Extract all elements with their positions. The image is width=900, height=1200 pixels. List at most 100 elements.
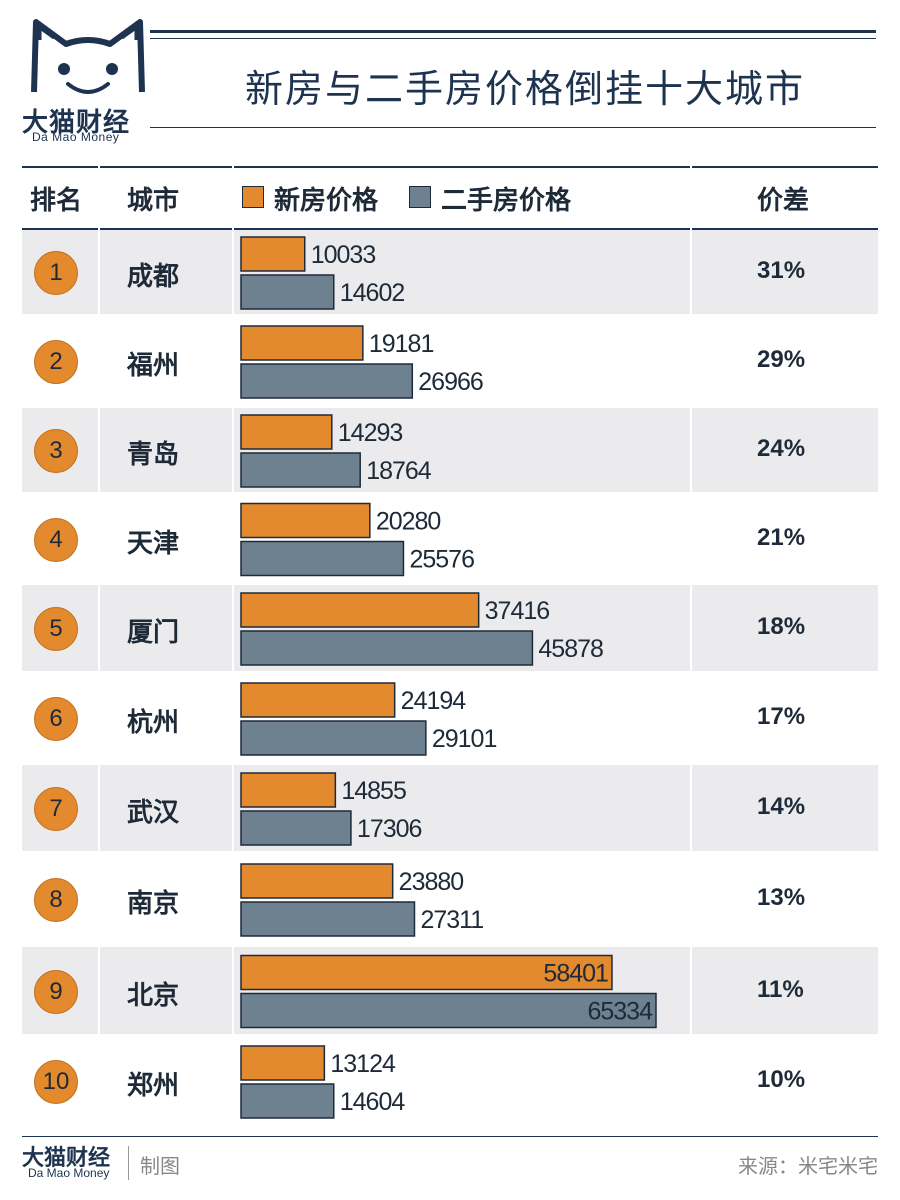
bar-second-price bbox=[240, 363, 414, 399]
city-name: 南京 bbox=[127, 889, 180, 919]
price-diff: 21% bbox=[757, 523, 806, 551]
city-name: 郑州 bbox=[127, 1071, 180, 1101]
column-header-city: 城市 bbox=[127, 186, 180, 216]
bar-value-label: 20280 bbox=[376, 508, 441, 536]
column-divider bbox=[98, 673, 100, 763]
column-divider bbox=[98, 316, 100, 406]
rank-badge: 6 bbox=[34, 697, 78, 741]
logo-text-en: Da Mao Money bbox=[32, 130, 120, 144]
column-divider bbox=[690, 947, 692, 1034]
city-name: 天津 bbox=[127, 528, 180, 559]
city-name: 青岛 bbox=[127, 440, 180, 470]
rank-badge: 2 bbox=[34, 340, 78, 384]
table-row bbox=[22, 408, 878, 492]
city-name: 福州 bbox=[127, 351, 180, 381]
legend-label-second: 二手房价格 bbox=[441, 186, 572, 216]
rank-badge: 1 bbox=[34, 251, 78, 295]
bar-value-label: 27311 bbox=[420, 906, 483, 934]
column-divider bbox=[232, 585, 234, 671]
title-rule-top-thin bbox=[150, 38, 876, 39]
rank-badge: 5 bbox=[34, 607, 78, 651]
page-title: 新房与二手房价格倒挂十大城市 bbox=[244, 67, 805, 111]
city-name: 杭州 bbox=[127, 708, 180, 738]
footer-logo-en: Da Mao Money bbox=[28, 1166, 110, 1180]
footer-source: 来源：米宅米宅 bbox=[738, 1154, 878, 1178]
bar-new-price bbox=[240, 863, 394, 899]
header-rule-top bbox=[22, 166, 878, 168]
bar-new-price bbox=[240, 592, 480, 628]
bar-value-label: 37416 bbox=[485, 597, 550, 625]
column-divider bbox=[690, 585, 692, 671]
table-row bbox=[22, 230, 878, 314]
bar-second-price bbox=[240, 810, 352, 846]
footer-logo-cn: 大猫财经 bbox=[22, 1146, 111, 1171]
column-divider bbox=[98, 853, 100, 945]
column-divider bbox=[232, 230, 234, 314]
column-divider bbox=[690, 494, 692, 583]
bar-value-label: 13124 bbox=[330, 1050, 396, 1078]
bar-new-price bbox=[240, 236, 306, 272]
bar-second-price bbox=[240, 1083, 335, 1119]
bar-value-label: 17306 bbox=[357, 815, 422, 843]
table-row bbox=[22, 765, 878, 851]
column-divider bbox=[98, 585, 100, 671]
column-divider bbox=[690, 853, 692, 945]
header-divider bbox=[690, 166, 692, 230]
bar-value-label: 19181 bbox=[369, 330, 434, 358]
bar-value-label: 26966 bbox=[418, 368, 483, 396]
column-divider bbox=[232, 494, 234, 583]
bar-new-price bbox=[240, 325, 364, 361]
column-divider bbox=[232, 408, 234, 492]
bar-second-price bbox=[240, 901, 416, 937]
city-name: 厦门 bbox=[127, 618, 180, 648]
bar-second-price bbox=[240, 274, 335, 310]
cat-logo-icon bbox=[31, 19, 145, 94]
header-divider bbox=[232, 166, 234, 230]
rank-badge: 3 bbox=[34, 429, 78, 473]
column-divider bbox=[690, 230, 692, 314]
column-divider bbox=[232, 316, 234, 406]
bar-value-label: 14855 bbox=[341, 777, 406, 805]
column-divider bbox=[98, 947, 100, 1034]
bar-value-label: 10033 bbox=[311, 241, 376, 269]
column-header-rank: 排名 bbox=[30, 186, 83, 216]
column-divider bbox=[690, 408, 692, 492]
bar-new-price bbox=[240, 414, 333, 450]
bar-second-price bbox=[240, 720, 427, 756]
column-divider bbox=[232, 765, 234, 851]
bar-value-label: 24194 bbox=[401, 687, 467, 715]
bar-value-label: 65334 bbox=[587, 998, 653, 1026]
bar-second-price bbox=[240, 452, 361, 488]
price-diff: 14% bbox=[757, 793, 806, 820]
legend-swatch-second bbox=[409, 186, 431, 208]
rank-badge: 9 bbox=[34, 969, 78, 1014]
footer-made-label: 制图 bbox=[140, 1154, 180, 1178]
price-diff: 18% bbox=[757, 613, 806, 640]
price-diff: 17% bbox=[757, 703, 806, 730]
header-rule-bottom bbox=[22, 228, 878, 230]
column-header-diff: 价差 bbox=[757, 186, 810, 216]
title-rule-bottom bbox=[150, 127, 876, 128]
legend-swatch-new bbox=[242, 186, 264, 208]
column-divider bbox=[98, 408, 100, 492]
column-divider bbox=[690, 316, 692, 406]
bar-value-label: 18764 bbox=[366, 457, 432, 485]
bar-new-price bbox=[240, 502, 371, 539]
price-diff: 31% bbox=[757, 257, 806, 284]
bar-value-label: 14604 bbox=[340, 1088, 406, 1116]
rank-badge: 4 bbox=[34, 517, 78, 562]
column-divider bbox=[98, 765, 100, 851]
bar-second-price bbox=[240, 540, 405, 577]
rank-badge: 10 bbox=[34, 1060, 78, 1104]
rank-badge: 7 bbox=[34, 787, 78, 831]
price-diff: 11% bbox=[757, 975, 804, 1003]
city-name: 成都 bbox=[127, 262, 180, 292]
column-divider bbox=[690, 673, 692, 763]
column-divider bbox=[98, 494, 100, 583]
price-diff: 24% bbox=[757, 435, 806, 462]
column-divider bbox=[232, 673, 234, 763]
bar-new-price bbox=[240, 682, 396, 718]
legend-label-new: 新房价格 bbox=[274, 186, 379, 216]
column-divider bbox=[232, 1036, 234, 1126]
title-rule-top bbox=[150, 30, 876, 33]
